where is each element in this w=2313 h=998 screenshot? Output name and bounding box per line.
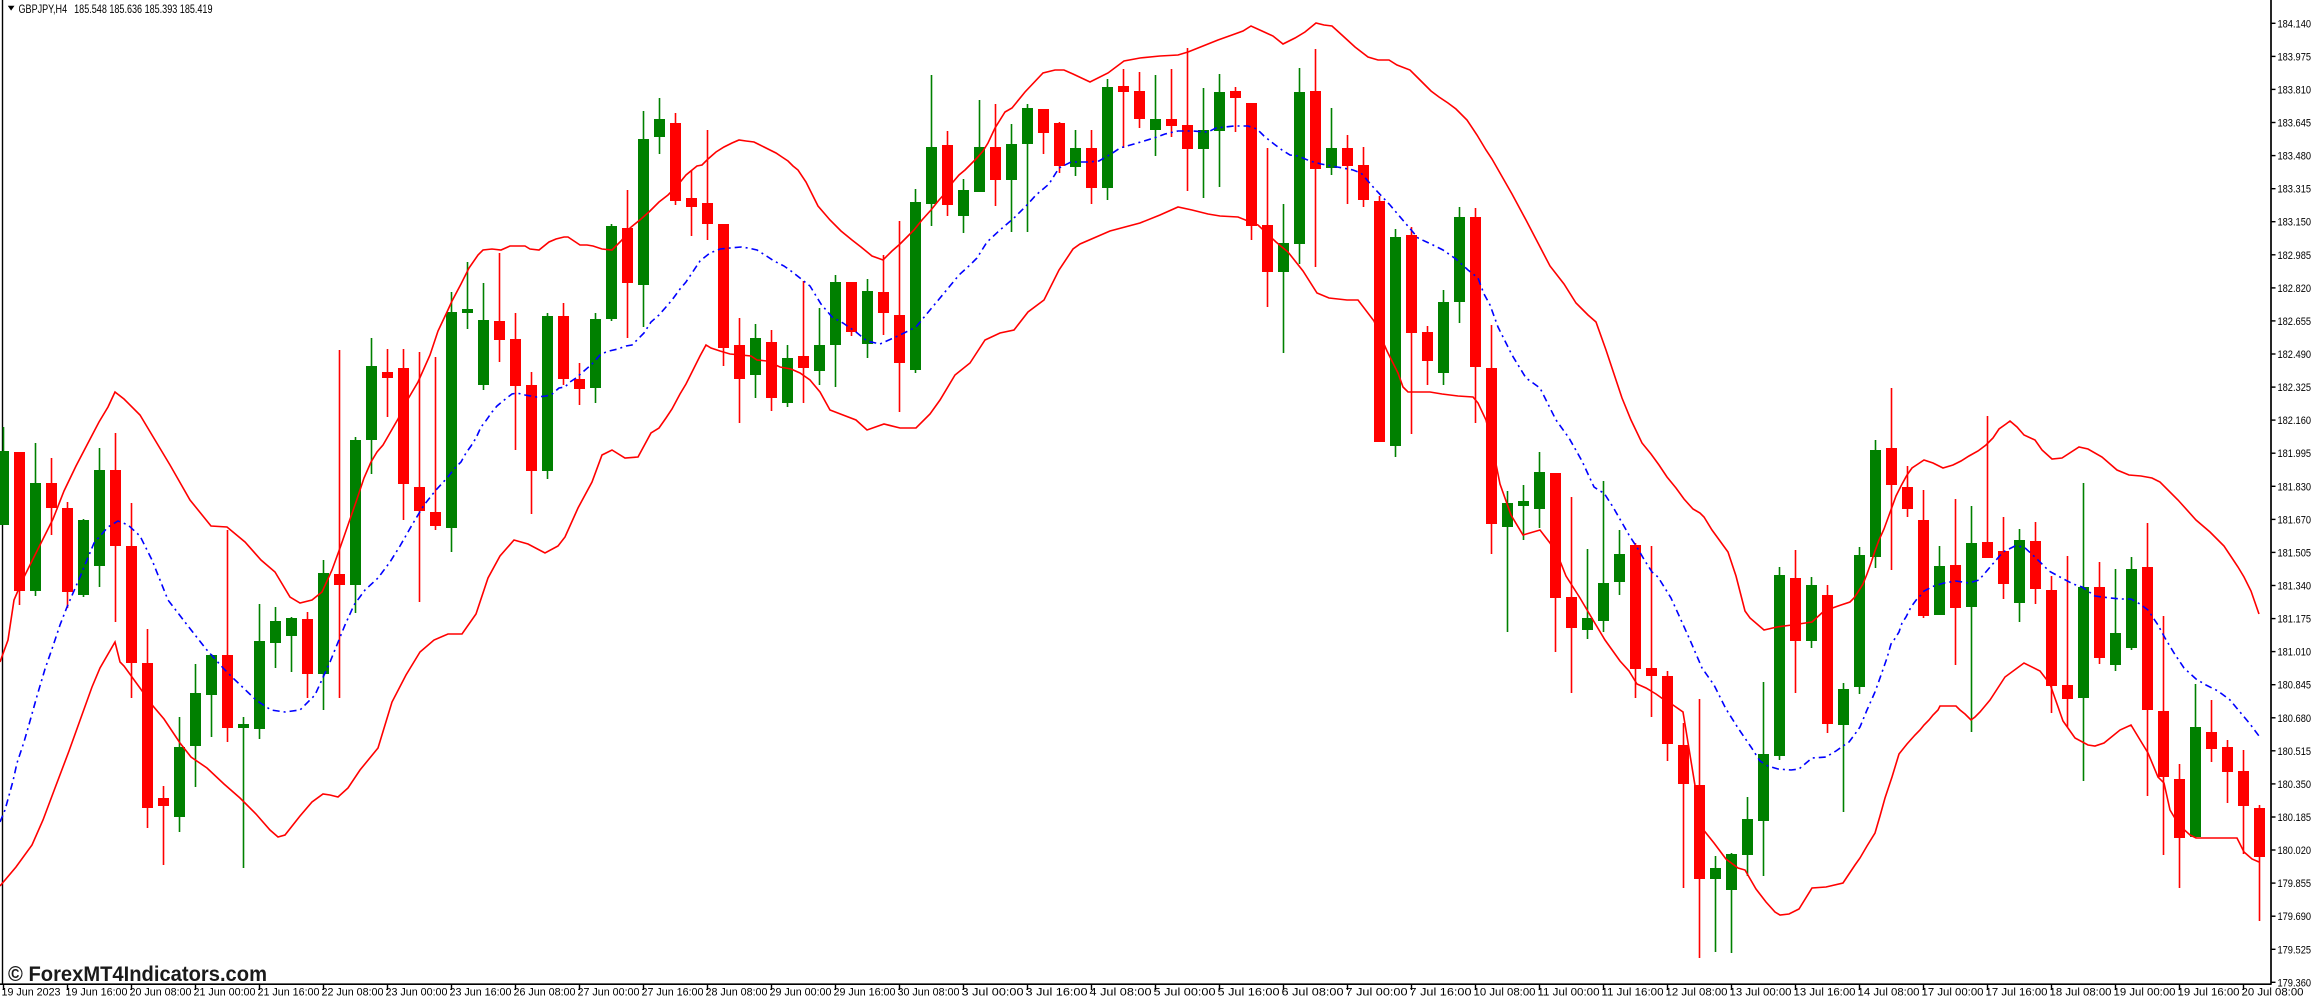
svg-text:19 Jul 16:00: 19 Jul 16:00 [2178,987,2240,998]
svg-text:20 Jul 08:00: 20 Jul 08:00 [2242,987,2304,998]
svg-text:181.175: 181.175 [2278,614,2312,626]
svg-text:180.350: 180.350 [2278,779,2312,791]
svg-text:13 Jul 16:00: 13 Jul 16:00 [1794,987,1856,998]
svg-text:179.525: 179.525 [2278,944,2312,956]
svg-text:28 Jun 08:00: 28 Jun 08:00 [706,987,768,998]
svg-text:11 Jul 16:00: 11 Jul 16:00 [1602,987,1664,998]
svg-text:184.140: 184.140 [2278,18,2312,30]
svg-text:7 Jul 16:00: 7 Jul 16:00 [1410,987,1472,998]
svg-text:181.505: 181.505 [2278,547,2312,559]
svg-text:23 Jun 00:00: 23 Jun 00:00 [386,987,448,998]
svg-text:181.010: 181.010 [2278,647,2312,659]
svg-text:183.150: 183.150 [2278,217,2312,229]
svg-text:180.845: 180.845 [2278,680,2312,692]
svg-text:5 Jul 00:00: 5 Jul 00:00 [1154,987,1216,998]
svg-text:183.645: 183.645 [2278,118,2312,130]
svg-text:183.810: 183.810 [2278,84,2312,96]
svg-text:19 Jun 16:00: 19 Jun 16:00 [66,987,128,998]
svg-text:22 Jun 08:00: 22 Jun 08:00 [322,987,384,998]
svg-text:179.855: 179.855 [2278,878,2312,890]
svg-text:3 Jul 16:00: 3 Jul 16:00 [1026,987,1088,998]
svg-text:183.315: 183.315 [2278,184,2312,196]
svg-text:11 Jul 00:00: 11 Jul 00:00 [1538,987,1600,998]
svg-text:182.985: 182.985 [2278,250,2312,262]
svg-text:© ForexMT4Indicators.com: © ForexMT4Indicators.com [8,963,267,986]
svg-text:27 Jun 00:00: 27 Jun 00:00 [578,987,640,998]
svg-text:6 Jul 08:00: 6 Jul 08:00 [1282,987,1344,998]
svg-text:17 Jul 00:00: 17 Jul 00:00 [1922,987,1984,998]
svg-text:GBPJPY,H4 185.548 185.636 185: GBPJPY,H4 185.548 185.636 185.393 185.41… [19,2,213,16]
svg-text:13 Jul 00:00: 13 Jul 00:00 [1730,987,1792,998]
svg-text:10 Jul 08:00: 10 Jul 08:00 [1474,987,1536,998]
svg-text:26 Jun 08:00: 26 Jun 08:00 [514,987,576,998]
svg-text:180.515: 180.515 [2278,746,2312,758]
svg-text:5 Jul 16:00: 5 Jul 16:00 [1218,987,1280,998]
svg-text:181.995: 181.995 [2278,448,2312,460]
svg-text:3 Jul 00:00: 3 Jul 00:00 [962,987,1024,998]
svg-text:182.490: 182.490 [2278,349,2312,361]
svg-text:180.185: 180.185 [2278,812,2312,824]
svg-text:21 Jun 00:00: 21 Jun 00:00 [194,987,256,998]
svg-text:179.360: 179.360 [2278,977,2312,989]
svg-text:7 Jul 00:00: 7 Jul 00:00 [1346,987,1408,998]
svg-text:181.830: 181.830 [2278,481,2312,493]
svg-text:12 Jul 08:00: 12 Jul 08:00 [1666,987,1728,998]
svg-text:17 Jul 16:00: 17 Jul 16:00 [1986,987,2048,998]
svg-text:21 Jun 16:00: 21 Jun 16:00 [258,987,320,998]
svg-text:180.680: 180.680 [2278,713,2312,725]
svg-text:182.325: 182.325 [2278,382,2312,394]
svg-text:183.480: 183.480 [2278,151,2312,163]
svg-text:29 Jun 16:00: 29 Jun 16:00 [834,987,896,998]
svg-text:183.975: 183.975 [2278,51,2312,63]
svg-text:18 Jul 08:00: 18 Jul 08:00 [2050,987,2112,998]
svg-text:182.820: 182.820 [2278,283,2312,295]
svg-text:23 Jun 16:00: 23 Jun 16:00 [450,987,512,998]
svg-text:14 Jul 08:00: 14 Jul 08:00 [1858,987,1920,998]
svg-text:181.670: 181.670 [2278,514,2312,526]
svg-text:180.020: 180.020 [2278,845,2312,857]
svg-text:182.160: 182.160 [2278,415,2312,427]
svg-text:27 Jun 16:00: 27 Jun 16:00 [642,987,704,998]
svg-text:179.690: 179.690 [2278,911,2312,923]
svg-text:30 Jun 08:00: 30 Jun 08:00 [898,987,960,998]
svg-text:4 Jul 08:00: 4 Jul 08:00 [1090,987,1152,998]
svg-text:29 Jun 00:00: 29 Jun 00:00 [770,987,832,998]
svg-text:19 Jun 2023: 19 Jun 2023 [2,987,61,998]
svg-text:182.655: 182.655 [2278,316,2312,328]
svg-text:19 Jul 00:00: 19 Jul 00:00 [2114,987,2176,998]
svg-text:181.340: 181.340 [2278,581,2312,593]
svg-text:20 Jun 08:00: 20 Jun 08:00 [130,987,192,998]
